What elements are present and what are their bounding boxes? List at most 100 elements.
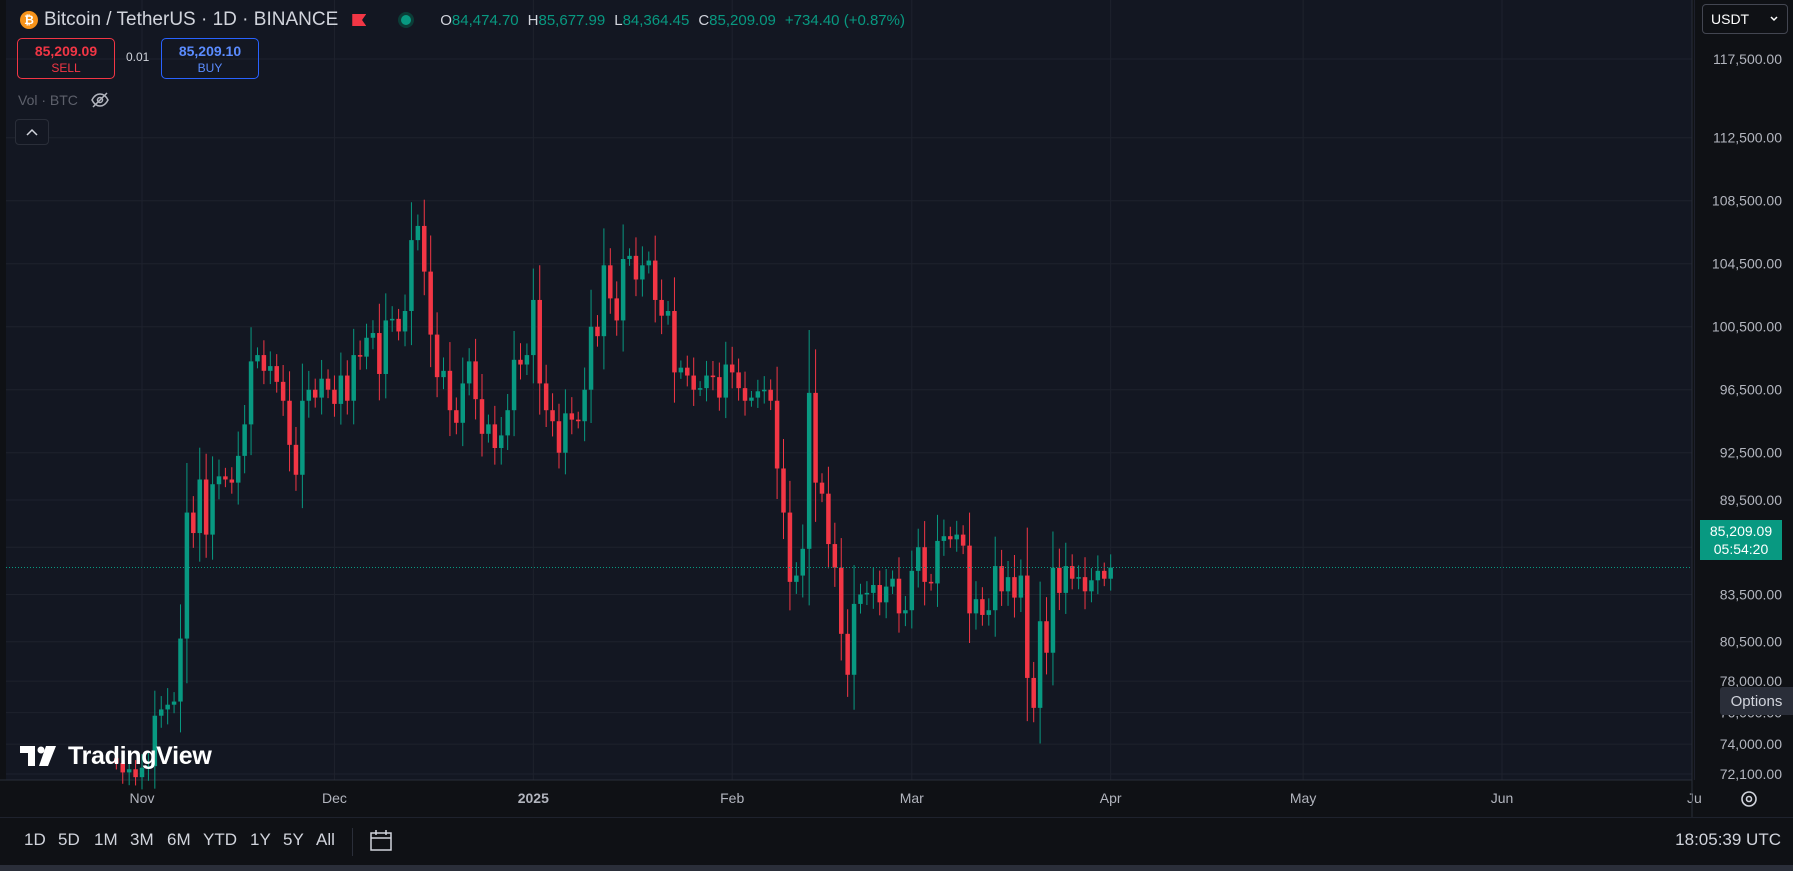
candle-body [248, 361, 254, 425]
candle-body [537, 299, 542, 384]
candle-body [191, 512, 196, 534]
sell-button[interactable]: 85,209.09 SELL [17, 38, 115, 79]
candle-body [441, 370, 446, 378]
candle-body [1089, 580, 1094, 592]
close-value: 85,209.09 [709, 11, 776, 29]
last-price: 85,209.09 [1709, 523, 1773, 539]
candle-body [114, 758, 119, 763]
candle-body [608, 265, 613, 299]
candle-body [300, 400, 305, 475]
calendar-icon[interactable] [369, 829, 393, 853]
symbol-header[interactable]: ₿ Bitcoin / TetherUS · 1D · BINANCE O84,… [20, 8, 905, 32]
candle-body [948, 536, 953, 540]
candle-body [569, 413, 575, 420]
candle-body [1018, 575, 1024, 598]
candle-body [736, 372, 741, 389]
candle-body [454, 410, 459, 423]
candle-body [819, 482, 825, 494]
y-tick-label: 74,000.00 [1720, 736, 1782, 752]
candle-body [890, 578, 895, 587]
spread-value: 0.01 [126, 50, 150, 64]
tradingview-logo[interactable]: TradingView [20, 741, 212, 771]
range-ytd[interactable]: YTD [203, 830, 237, 849]
candle-body [146, 766, 151, 768]
candle-body [710, 375, 716, 378]
range-5d[interactable]: 5D [58, 830, 80, 849]
candle-body [614, 298, 619, 321]
candle-body [691, 375, 696, 390]
candle-body [242, 424, 247, 456]
candle-body [184, 512, 190, 639]
range-3m[interactable]: 3M [130, 830, 154, 849]
ohlc-readout: O84,474.70 H85,677.99 L84,364.45 C85,209… [440, 12, 905, 29]
candle-body [928, 581, 934, 584]
range-1y[interactable]: 1Y [250, 830, 271, 849]
candle-body [967, 545, 972, 614]
candle-body [556, 421, 562, 453]
change-value: +734.40 (+0.87%) [784, 11, 905, 29]
candle-body [941, 536, 947, 541]
y-tick-label: 117,500.00 [1713, 51, 1782, 67]
candle-body [422, 225, 427, 272]
volume-legend[interactable]: Vol · BTC [18, 92, 110, 108]
candle-body [620, 259, 626, 321]
candle-body [159, 709, 164, 716]
candle-body [851, 603, 857, 675]
flag-icon[interactable] [352, 14, 367, 26]
candle-body [396, 318, 401, 332]
candle-body [312, 389, 318, 398]
candle-body [826, 493, 831, 545]
candle-body [954, 534, 959, 540]
candle-body [601, 265, 607, 337]
candle-body [505, 410, 510, 436]
candle-body [806, 392, 812, 549]
options-button[interactable]: Options [1720, 687, 1793, 715]
symbol-title[interactable]: Bitcoin / TetherUS · 1D · BINANCE [44, 9, 339, 30]
buy-button[interactable]: 85,209.10 BUY [161, 38, 259, 79]
range-5y[interactable]: 5Y [283, 830, 304, 849]
tradingview-logo-icon [20, 746, 56, 766]
utc-clock[interactable]: 18:05:39 UTC [1675, 830, 1781, 849]
candle-body [1108, 567, 1113, 579]
candle-body [986, 610, 992, 615]
candle-body [171, 701, 177, 705]
candle-body [774, 400, 780, 469]
candle-body [883, 586, 889, 603]
candle-body [903, 610, 908, 614]
price-chart[interactable]: 117,500.00 112,500.00 108,500.00 104,500.00… [0, 0, 1793, 817]
candle-body [768, 389, 773, 401]
bar-countdown: 05:54:20 [1713, 541, 1769, 557]
candle-body [178, 638, 183, 702]
eye-off-icon[interactable] [90, 92, 110, 108]
candle-body [543, 383, 549, 411]
candle-body [434, 334, 440, 378]
y-tick-label: 96,500.00 [1720, 382, 1782, 398]
gear-icon[interactable] [1738, 788, 1760, 810]
candle-body [486, 424, 491, 434]
candle-body [563, 413, 568, 453]
candle-body [1012, 577, 1017, 598]
y-tick-label: 89,500.00 [1720, 492, 1782, 508]
candle-body [922, 547, 927, 582]
candles [114, 199, 1113, 790]
candle-body [216, 476, 222, 485]
collapse-button[interactable] [15, 119, 49, 145]
candle-body [550, 410, 555, 422]
currency-select[interactable]: USDT [1702, 4, 1788, 34]
chevron-down-icon [1770, 16, 1778, 22]
currency-value: USDT [1711, 11, 1750, 27]
range-1d[interactable]: 1D [24, 830, 46, 849]
range-all[interactable]: All [316, 830, 335, 849]
candle-body [781, 468, 786, 513]
bitcoin-icon: ₿ [20, 11, 38, 29]
candle-body [787, 512, 793, 582]
low-value: 84,364.45 [622, 11, 690, 29]
sell-label: SELL [51, 61, 81, 75]
range-6m[interactable]: 6M [167, 830, 191, 849]
range-1m[interactable]: 1M [94, 830, 118, 849]
candle-body [813, 392, 818, 483]
x-tick-label: May [1290, 790, 1316, 806]
candle-body [896, 578, 902, 614]
candle-body [1044, 621, 1049, 653]
logo-text: TradingView [68, 741, 212, 770]
